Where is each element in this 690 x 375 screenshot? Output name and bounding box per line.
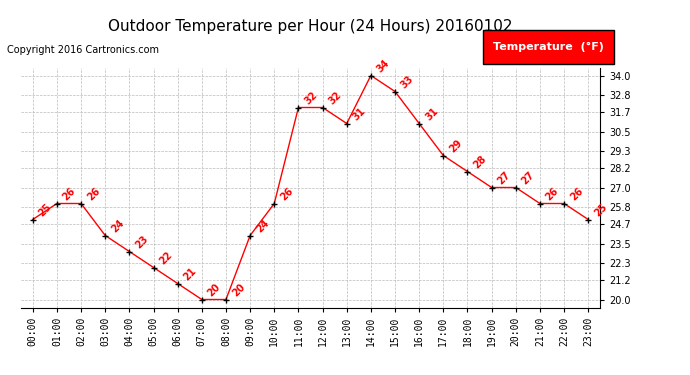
- Text: 32: 32: [303, 90, 319, 107]
- Text: 26: 26: [544, 186, 561, 203]
- Text: Outdoor Temperature per Hour (24 Hours) 20160102: Outdoor Temperature per Hour (24 Hours) …: [108, 19, 513, 34]
- Text: 27: 27: [496, 170, 513, 187]
- Text: 23: 23: [134, 234, 150, 251]
- Text: 28: 28: [472, 154, 489, 171]
- Text: 34: 34: [375, 58, 392, 75]
- Text: 25: 25: [37, 202, 54, 219]
- Text: 29: 29: [448, 138, 464, 155]
- Text: 33: 33: [400, 74, 416, 91]
- Text: Temperature  (°F): Temperature (°F): [493, 42, 604, 52]
- Text: 24: 24: [255, 218, 271, 235]
- Text: 20: 20: [206, 282, 223, 299]
- Text: Copyright 2016 Cartronics.com: Copyright 2016 Cartronics.com: [7, 45, 159, 55]
- Text: 31: 31: [351, 106, 368, 123]
- Text: 21: 21: [182, 266, 199, 283]
- Text: 26: 26: [86, 186, 102, 203]
- Text: 20: 20: [230, 282, 247, 299]
- Text: 27: 27: [520, 170, 537, 187]
- Text: 32: 32: [327, 90, 344, 107]
- Text: 26: 26: [279, 186, 295, 203]
- Text: 26: 26: [61, 186, 78, 203]
- Text: 24: 24: [110, 218, 126, 235]
- Text: 26: 26: [569, 186, 585, 203]
- Text: 22: 22: [158, 250, 175, 267]
- Text: 31: 31: [424, 106, 440, 123]
- Text: 25: 25: [593, 202, 609, 219]
